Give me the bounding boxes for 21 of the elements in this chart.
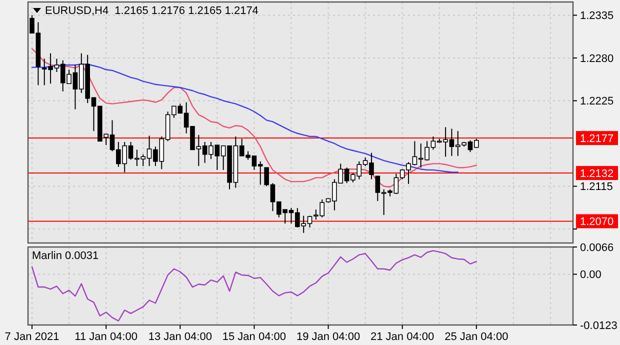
y-tick-label: 1.2335 <box>580 10 614 22</box>
y-tick-label: 1.2115 <box>580 181 613 194</box>
line-series <box>31 250 478 322</box>
ref-line-label: 1.2177 <box>580 132 614 145</box>
x-tick-label: 25 Jan 04:00 <box>444 331 508 343</box>
ref-line-label: 1.2132 <box>580 168 614 180</box>
x-tick-label: 11 Jan 04:00 <box>74 331 138 343</box>
y-tick-label: 1.2280 <box>580 52 614 65</box>
x-tick-label: 13 Jan 04:00 <box>148 331 212 343</box>
line-series <box>31 64 458 173</box>
y-tick-label: -0.0123 <box>580 320 618 332</box>
y-tick-label: 0.0066 <box>580 242 614 254</box>
ref-line-label: 1.2070 <box>580 216 614 228</box>
x-tick-label: 19 Jan 04:00 <box>296 331 360 343</box>
x-tick-label: 15 Jan 04:00 <box>222 331 286 343</box>
chart-title: EURUSD,H4 1.2165 1.2176 1.2165 1.2174 <box>45 5 258 17</box>
y-tick-label: 0.00 <box>580 269 602 282</box>
x-tick-label: 21 Jan 04:00 <box>370 331 434 343</box>
y-tick-label: 1.2225 <box>580 96 614 108</box>
x-tick-label: 7 Jan 2021 <box>4 331 60 343</box>
chart-title: Marlin 0.0031 <box>32 250 99 262</box>
